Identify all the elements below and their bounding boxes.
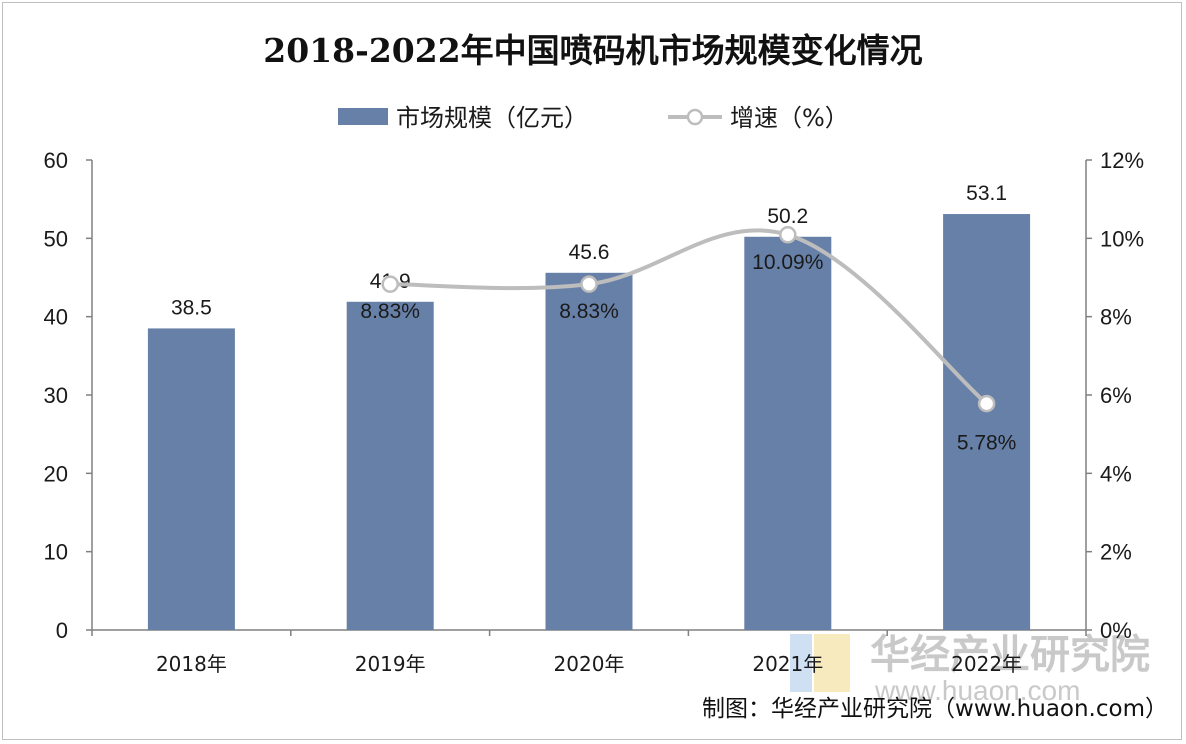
bar-2021年 [744,236,832,630]
y-left-tick-label: 0 [56,618,68,643]
growth-value-label: 8.83% [360,300,420,323]
bar-value-label: 45.6 [569,241,610,264]
y-right-tick-label: 12% [1100,148,1144,173]
y-right-tick-label: 2% [1100,540,1132,565]
category-labels: 2018年 2019年 2020年 2021年 2022年 [156,652,1022,676]
x-category-label: 2018年 [156,652,227,676]
growth-value-label: 8.83% [559,300,619,323]
y-left-tick-label: 10 [44,540,68,565]
growth-point-2022年 [977,394,996,413]
y-left-tick-label: 50 [44,226,68,251]
y-right-tick-label: 8% [1100,305,1132,330]
source-credit: 制图：华经产业研究院（www.huaon.com） [702,696,1168,722]
watermark-text: 华经产业研究院 [870,632,1150,678]
bar-value-label: 38.5 [171,296,212,319]
legend-bar-label: 市场规模（亿元） [396,104,588,132]
watermark-logo-blue [790,634,812,692]
bar-2020年 [545,272,633,630]
legend-bar-swatch [338,108,388,125]
bars: 38.541.945.650.253.1 [147,182,1031,631]
y-right-tick-label: 6% [1100,383,1132,408]
legend-line-marker [686,108,704,126]
y-left-tick-label: 40 [44,305,68,330]
x-category-label: 2022年 [951,652,1022,676]
chart-title: 2018-2022年中国喷码机市场规模变化情况 [263,31,922,70]
growth-point-2021年 [779,226,797,244]
y-right-tick-label: 0% [1100,618,1132,643]
legend-line-label: 增速（%） [730,104,849,132]
growth-value-label: 5.78% [957,432,1017,455]
bar-value-label: 50.2 [767,205,808,228]
y-left-tick-label: 60 [44,148,68,173]
growth-line-layer: 8.83% 8.83% 10.09% 5.78% [360,226,1017,455]
growth-rate-line [390,228,988,406]
watermark: 华经产业研究院 www.huaon.com [790,632,1150,706]
bar-2022年 [943,214,1031,631]
bar-2018年 [147,328,235,630]
bar-2019年 [346,301,434,630]
x-category-label: 2020年 [554,652,625,676]
legend: 市场规模（亿元） 增速（%） [338,104,849,132]
y-right-tick-label: 10% [1100,226,1144,251]
bar-value-label: 53.1 [966,182,1007,205]
x-category-label: 2021年 [752,652,823,676]
y-left-tick-label: 20 [44,461,68,486]
y-right-tick-label: 4% [1100,461,1132,486]
y-left-tick-label: 30 [44,383,68,408]
growth-point-2019年 [381,275,399,293]
growth-point-2020年 [580,275,598,293]
x-category-label: 2019年 [355,652,426,676]
watermark-logo-yellow [814,634,850,692]
growth-value-label: 10.09% [752,251,823,274]
watermark-url: www.huaon.com [874,675,1080,706]
